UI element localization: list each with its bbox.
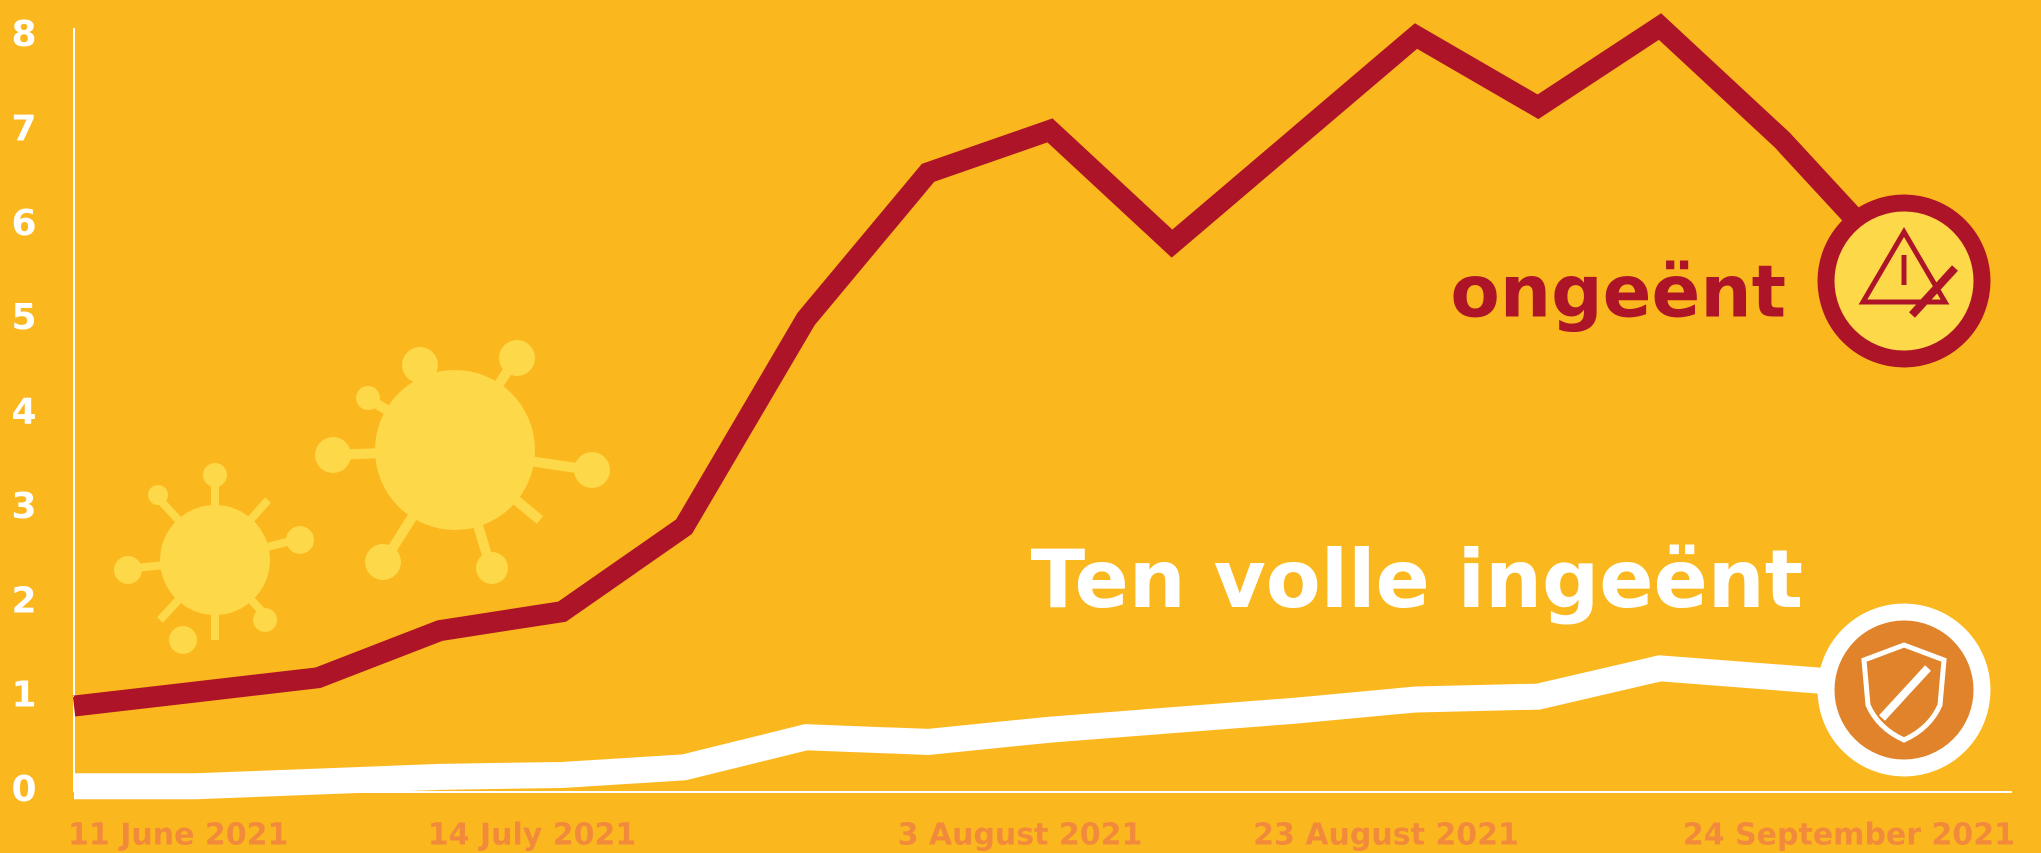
y-tick-label: 4 xyxy=(11,392,36,433)
x-tick-label: 23 August 2021 xyxy=(1253,818,1519,853)
y-tick-label: 5 xyxy=(11,297,36,338)
series-label: Ten volle ingeënt xyxy=(1031,533,1803,626)
y-tick-label: 1 xyxy=(11,675,36,716)
x-tick-label: 14 July 2021 xyxy=(428,818,637,853)
y-tick-label: 0 xyxy=(11,769,36,810)
y-tick-label: 3 xyxy=(11,486,36,527)
unvaccinated-badge xyxy=(1826,203,1982,359)
x-tick-label: 3 August 2021 xyxy=(898,818,1143,853)
y-tick-label: 2 xyxy=(11,580,36,621)
series-label: ongeënt xyxy=(1450,250,1786,334)
y-tick-label: 6 xyxy=(11,203,36,244)
y-tick-label: 8 xyxy=(11,14,36,55)
x-tick-label: 11 June 2021 xyxy=(68,818,288,853)
y-tick-label: 7 xyxy=(11,108,36,149)
x-tick-label: 24 September 2021 xyxy=(1683,818,2015,853)
vaccinated-badge xyxy=(1826,612,1982,768)
chart: ongeënt Ten volle ingeënt 0 1 2 3 4 5 6 7 8 11 Ju… xyxy=(0,0,2041,853)
